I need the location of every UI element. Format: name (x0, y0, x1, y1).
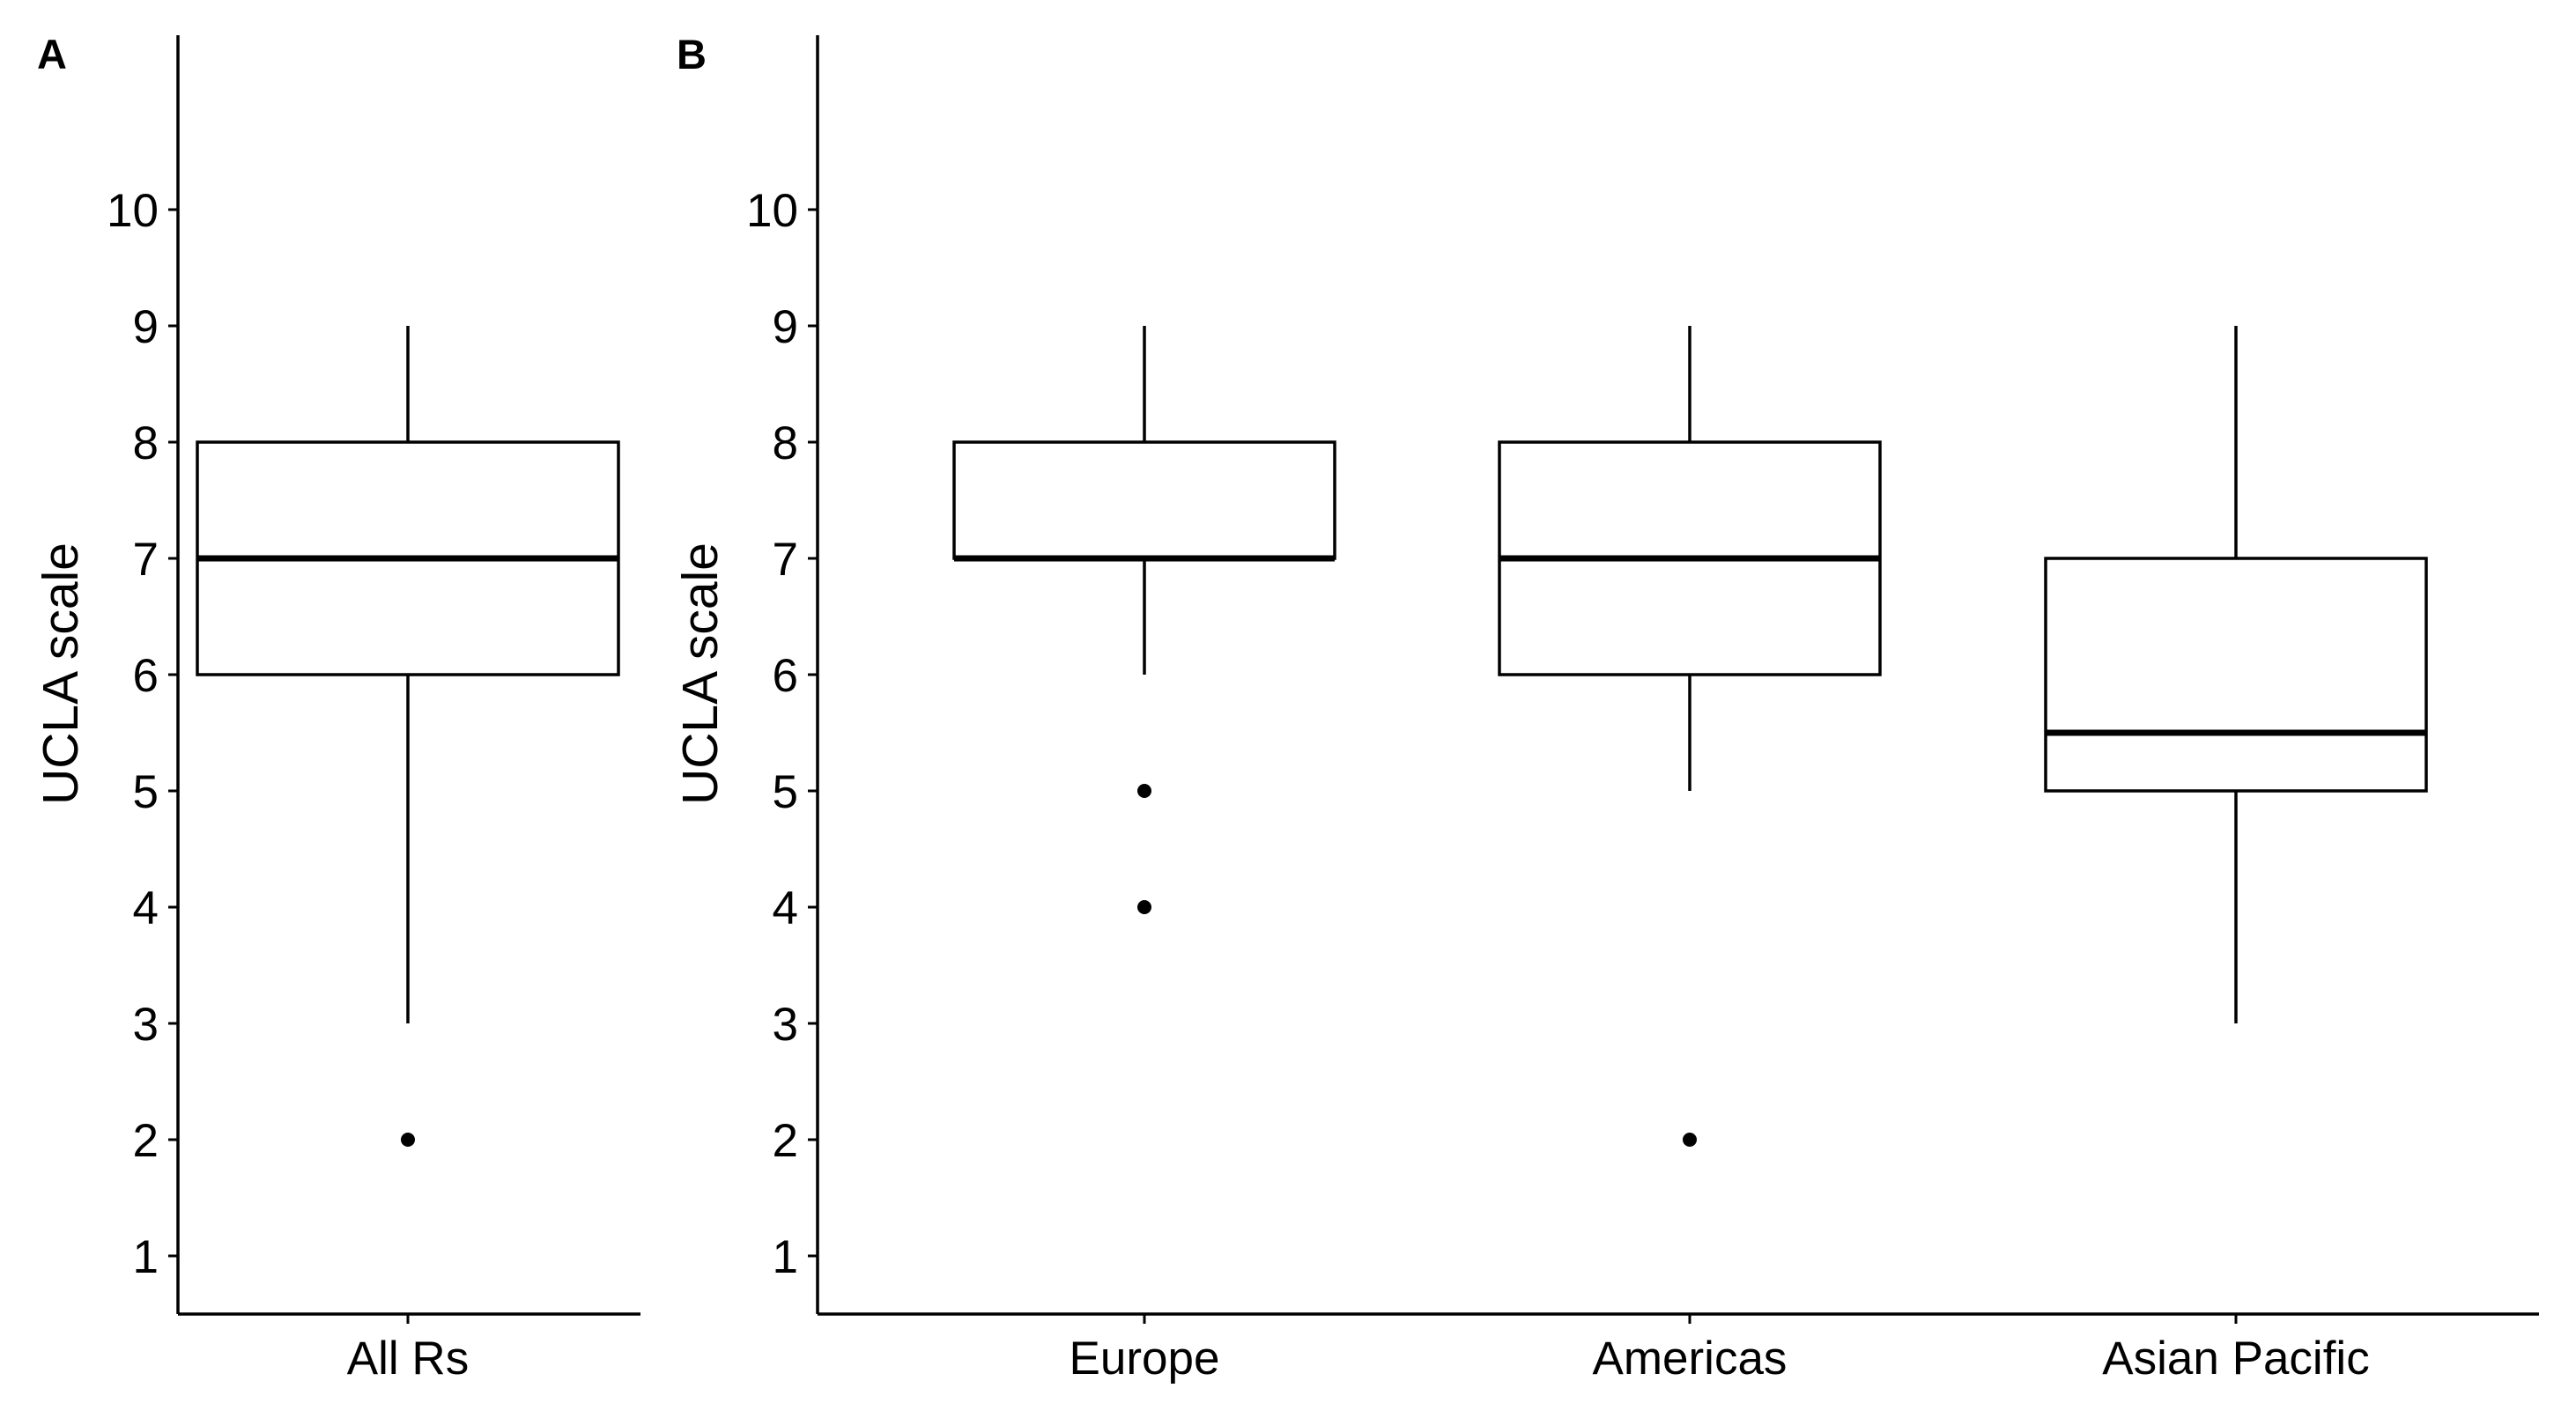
panel-b-x-tick-label-europe: Europe (1070, 1333, 1220, 1385)
panel-a-y-tick-label-4: 4 (133, 882, 159, 934)
panel-b-y-tick-label-9: 9 (773, 301, 798, 353)
panel-b: B UCLA scale 1 2 3 4 5 6 7 8 9 10 Europe Americas As… (672, 31, 2539, 1385)
panel-b-outlier-americas-0 (1683, 1133, 1697, 1147)
panel-a-y-axis-title: UCLA scale (33, 543, 89, 805)
panel-b-x-tick-label-americas: Americas (1593, 1333, 1788, 1385)
panel-a-y-tick-label-8: 8 (133, 417, 159, 469)
panel-a-y-tick-label-1: 1 (133, 1231, 159, 1283)
panel-b-y-tick-label-1: 1 (773, 1231, 798, 1283)
panel-b-tag: B (677, 31, 707, 78)
panel-a-y-tick-label-3: 3 (133, 999, 159, 1051)
panel-b-y-tick-label-5: 5 (773, 766, 798, 818)
panel-b-outlier-europe-1 (1137, 900, 1151, 914)
panel-b-x-tick-label-asian-pacific: Asian Pacific (2102, 1333, 2369, 1385)
panel-b-box-asian-pacific (2044, 557, 2428, 793)
panel-b-y-tick-label-8: 8 (773, 417, 798, 469)
panel-a-y-tick-label-10: 10 (107, 185, 159, 237)
panel-a-plot-area: 1 2 3 4 5 6 7 8 9 10 All Rs (107, 35, 640, 1385)
panel-b-box-europe (952, 440, 1336, 560)
panel-b-y-tick-label-4: 4 (773, 882, 798, 934)
panel-a-y-tick-label-6: 6 (133, 650, 159, 702)
panel-b-y-tick-label-7: 7 (773, 534, 798, 586)
panel-a-y-tick-label-7: 7 (133, 534, 159, 586)
panel-b-y-tick-label-2: 2 (773, 1115, 798, 1167)
panel-b-outlier-europe-0 (1137, 784, 1151, 798)
panel-a-y-tick-label-5: 5 (133, 766, 159, 818)
panel-b-y-axis-title: UCLA scale (672, 543, 729, 805)
panel-a-y-tick-label-2: 2 (133, 1115, 159, 1167)
panel-a-outlier-all-rs-0 (401, 1133, 415, 1147)
panel-b-y-tick-label-3: 3 (773, 999, 798, 1051)
panel-a-tag: A (37, 31, 67, 78)
panel-b-y-tick-label-10: 10 (746, 185, 798, 237)
panel-a-y-tick-label-9: 9 (133, 301, 159, 353)
panel-b-plot-area: 1 2 3 4 5 6 7 8 9 10 Europe Americas Asian Pacific (746, 35, 2539, 1385)
panel-a-x-tick-label-all-rs: All Rs (347, 1333, 469, 1385)
panel-b-y-tick-label-6: 6 (773, 650, 798, 702)
panel-a: A UCLA scale 1 2 3 4 5 6 7 8 9 10 All Rs (33, 31, 640, 1385)
